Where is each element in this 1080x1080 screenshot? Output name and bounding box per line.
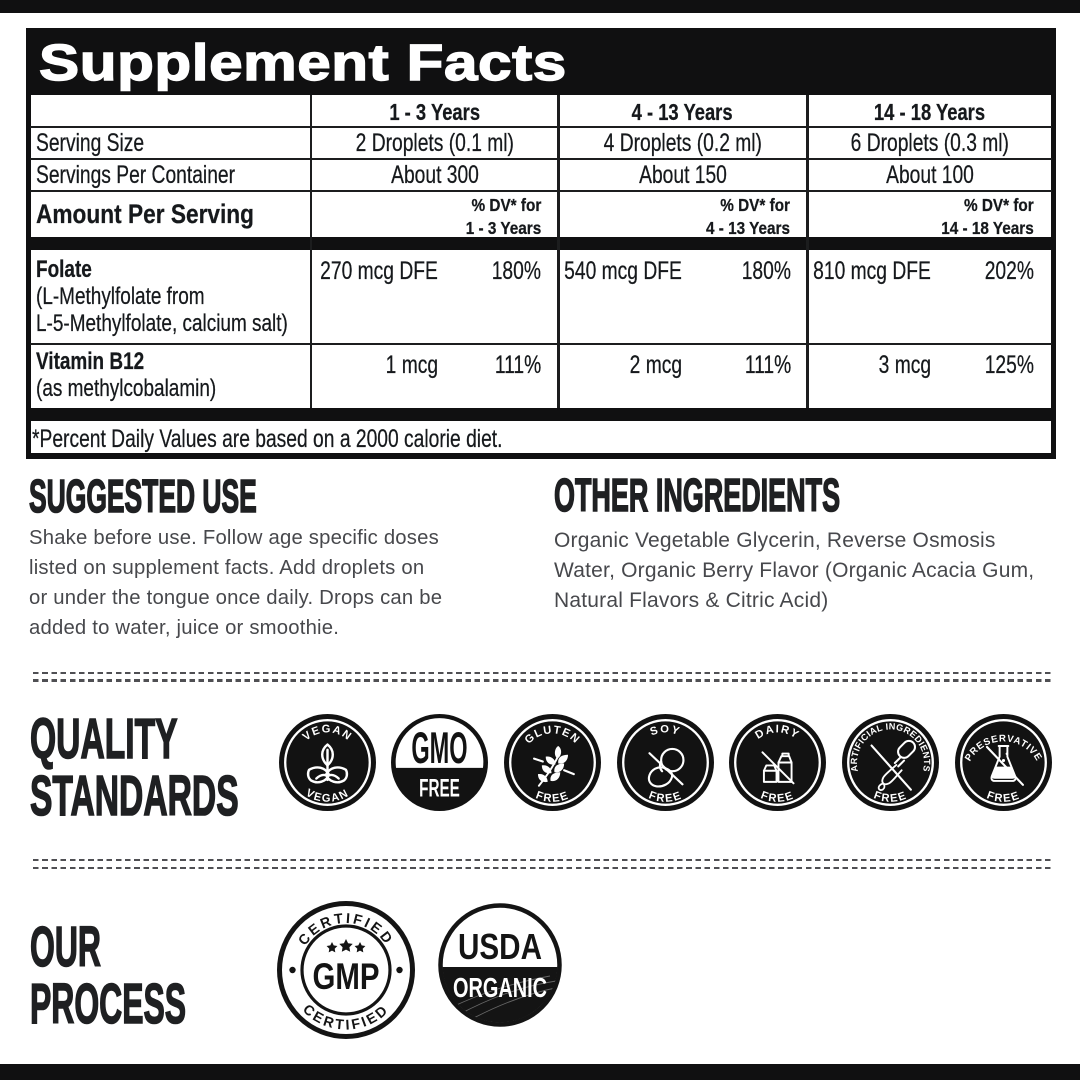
svg-text:GMO: GMO [412,723,468,772]
svg-text:ORGANIC: ORGANIC [453,972,547,1003]
svg-text:FREE: FREE [419,774,460,802]
svg-text:GMP: GMP [313,956,380,997]
svg-text:SOY: SOY [648,723,682,738]
svg-text:DAIRY: DAIRY [753,723,801,741]
svg-text:VEGAN: VEGAN [303,787,351,805]
svg-text:USDA: USDA [458,926,542,967]
